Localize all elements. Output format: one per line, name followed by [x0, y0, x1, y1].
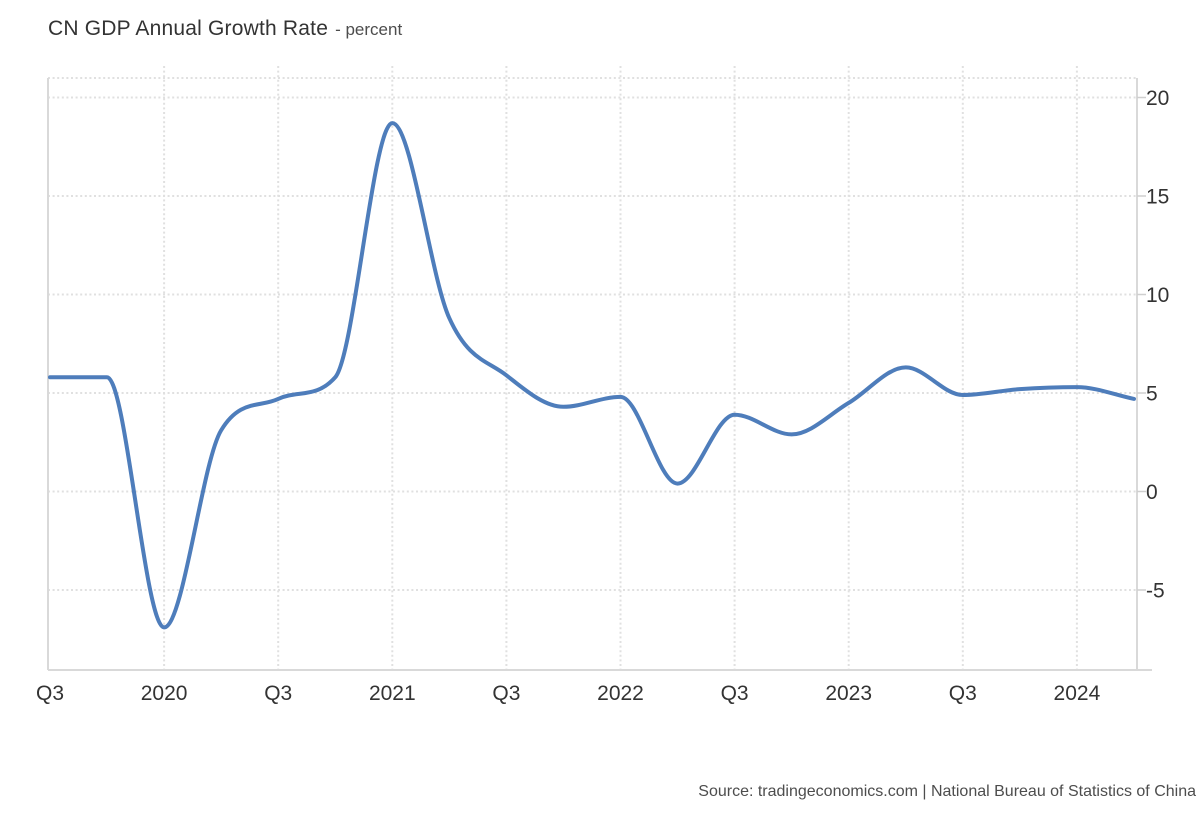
y-tick-label: 10	[1146, 284, 1169, 307]
x-tick-label: 2024	[1054, 682, 1101, 705]
x-tick-label: Q3	[721, 682, 749, 705]
horizontal-gridlines	[48, 77, 1137, 591]
x-axis-labels: Q3 2020 Q3 2021 Q3 2022 Q3 2023 Q3 2024	[36, 682, 1101, 705]
y-tick-label: 15	[1146, 186, 1169, 209]
x-tick-label: 2020	[141, 682, 188, 705]
x-tick-label: 2023	[825, 682, 872, 705]
y-tick-label: -5	[1146, 580, 1165, 603]
gdp-growth-line-series	[48, 121, 1136, 630]
y-tick-label: 5	[1146, 383, 1158, 406]
y-axis-tick-marks	[1137, 96, 1146, 591]
chart-title: CN GDP Annual Growth Rate	[48, 17, 329, 40]
y-axis-labels: 20 15 10 5 0 -5	[1146, 87, 1169, 603]
y-tick-label: 0	[1146, 481, 1158, 504]
x-tick-label: Q3	[949, 682, 977, 705]
y-tick-label: 20	[1146, 87, 1169, 110]
source-attribution: Source: tradingeconomics.com | National …	[698, 783, 1196, 800]
vertical-gridlines	[163, 66, 1078, 670]
x-tick-label: Q3	[264, 682, 292, 705]
x-tick-label: 2022	[597, 682, 644, 705]
chart-subtitle: - percent	[335, 20, 403, 39]
chart-header: CN GDP Annual Growth Rate - percent	[48, 17, 402, 41]
x-tick-label: 2021	[369, 682, 416, 705]
x-tick-label: Q3	[492, 682, 520, 705]
x-tick-label: Q3	[36, 682, 64, 705]
